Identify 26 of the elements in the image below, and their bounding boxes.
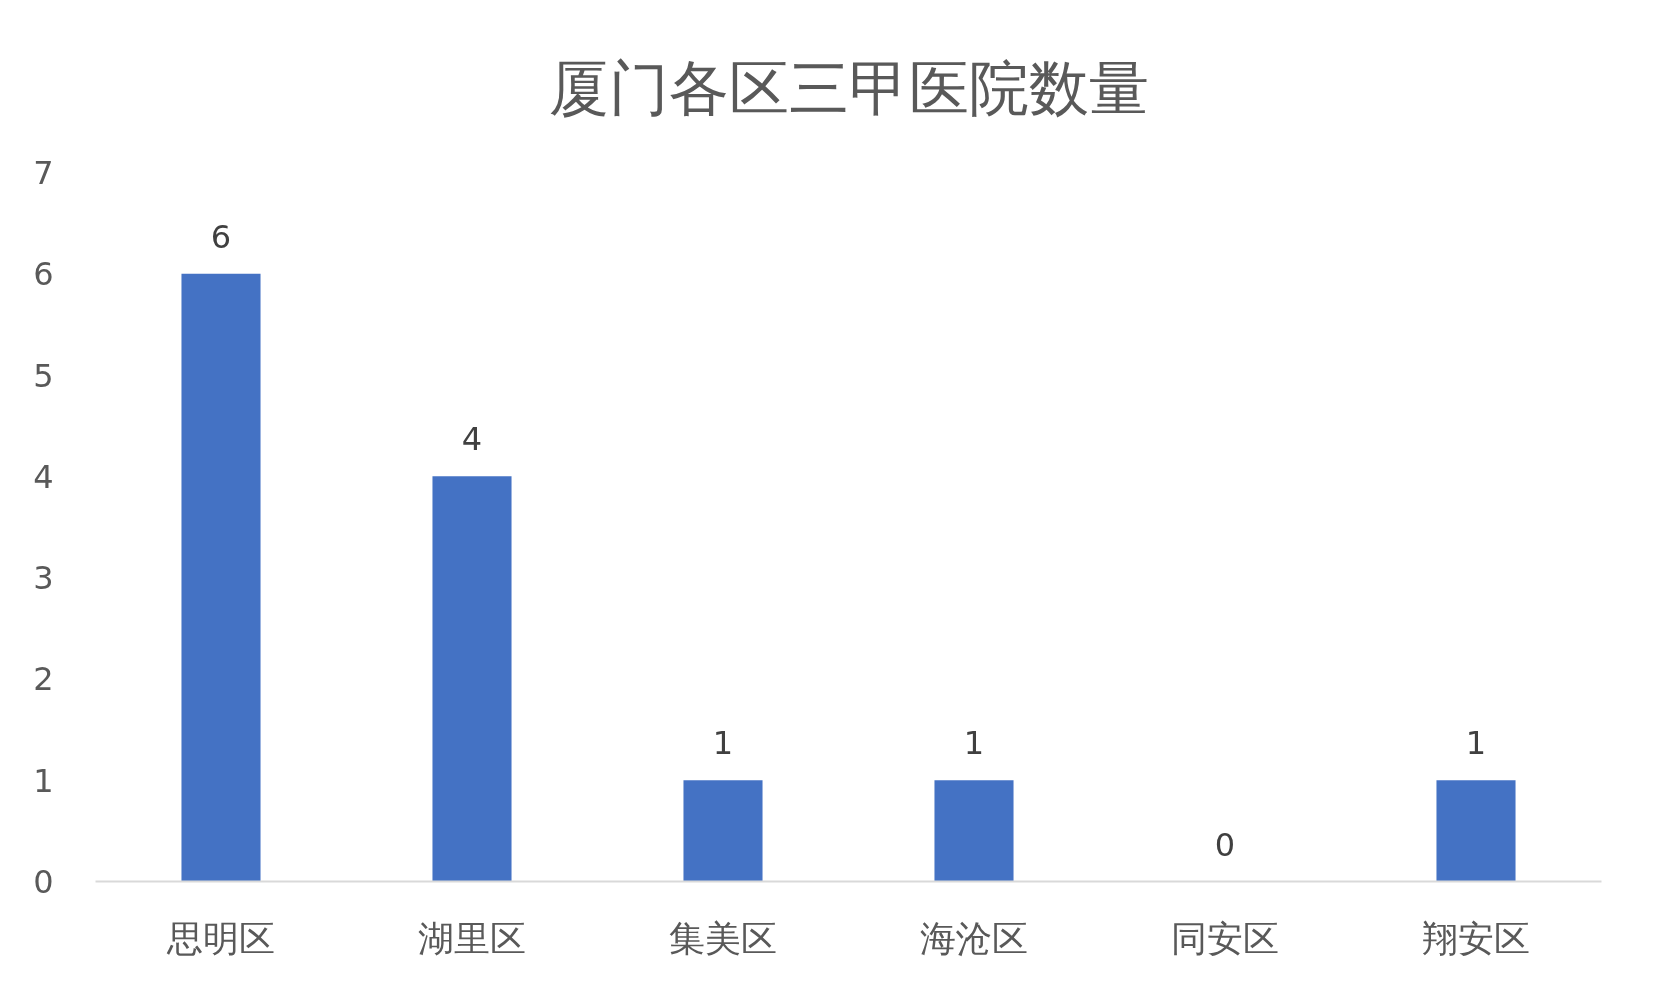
bar — [181, 273, 261, 882]
y-tick-label: 4 — [33, 457, 54, 496]
y-tick-label: 5 — [33, 356, 54, 395]
data-label: 0 — [1214, 825, 1236, 864]
y-tick-label: 0 — [33, 863, 54, 901]
y-tick-label: 1 — [33, 761, 54, 800]
chart-title: 厦门各区三甲医院数量 — [548, 52, 1149, 123]
bar — [1436, 780, 1516, 882]
x-tick-label: 海沧区 — [920, 917, 1028, 959]
data-label: 1 — [712, 724, 734, 763]
bar — [683, 780, 763, 882]
x-tick-label: 思明区 — [166, 917, 275, 959]
x-tick-label: 集美区 — [669, 917, 777, 959]
data-label: 6 — [210, 217, 232, 256]
x-tick-label: 同安区 — [1171, 917, 1279, 959]
bar — [934, 780, 1014, 882]
x-tick-label: 湖里区 — [418, 917, 526, 959]
data-label: 1 — [1465, 724, 1487, 763]
y-tick-label: 3 — [33, 559, 54, 598]
data-label: 1 — [963, 724, 985, 763]
data-label: 4 — [461, 420, 483, 459]
y-tick-label: 6 — [33, 255, 54, 294]
y-tick-label: 7 — [33, 154, 54, 192]
x-tick-label: 翔安区 — [1422, 917, 1530, 959]
bar — [432, 476, 512, 882]
y-tick-label: 2 — [33, 660, 54, 699]
